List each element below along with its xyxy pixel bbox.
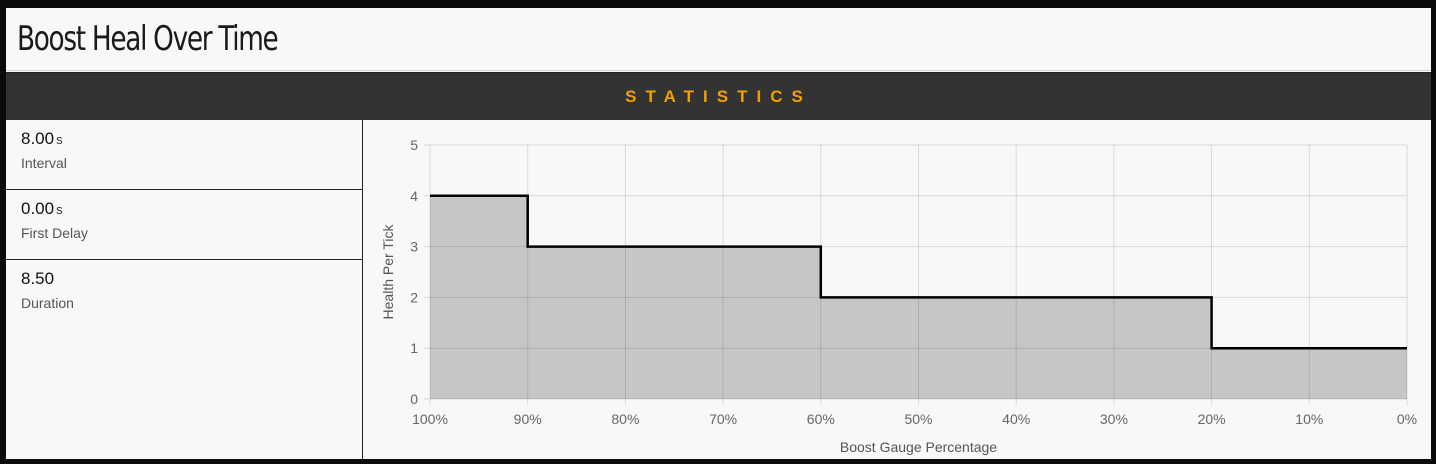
x-tick-label: 30% xyxy=(1100,411,1128,427)
x-axis-label: Boost Gauge Percentage xyxy=(840,439,997,455)
y-tick-label: 0 xyxy=(410,391,418,407)
x-tick-label: 60% xyxy=(807,411,835,427)
section-header: STATISTICS xyxy=(6,72,1431,121)
x-tick-label: 20% xyxy=(1198,411,1226,427)
heal-chart: 100% 90% 80% 70% 60% 50% 40% 30% 20% 10% 0% 0 1 2 3 4 5 B… xyxy=(380,137,1417,455)
y-tick-label: 5 xyxy=(410,137,418,153)
y-axis-label: Health Per Tick xyxy=(380,224,396,320)
title-bar: Boost Heal Over Time xyxy=(6,8,1431,71)
stat-unit: s xyxy=(56,202,63,217)
panel: Boost Heal Over Time STATISTICS 8.00 s In… xyxy=(6,8,1431,459)
stats-list: 8.00 s Interval 0.00 s First Delay 8.50 Du… xyxy=(6,120,363,459)
stat-label: Duration xyxy=(21,295,74,311)
stat-label: Interval xyxy=(21,155,67,171)
x-tick-label: 50% xyxy=(904,411,932,427)
x-tick-label: 10% xyxy=(1295,411,1323,427)
y-tick-label: 4 xyxy=(410,188,418,204)
stat-value: 8.00 xyxy=(21,129,55,148)
stat-interval: 8.00 s Interval xyxy=(6,120,362,190)
y-tick-label: 2 xyxy=(410,289,418,305)
x-tick-label: 0% xyxy=(1397,411,1417,427)
stat-label: First Delay xyxy=(21,225,88,241)
stat-first-delay: 0.00 s First Delay xyxy=(6,190,362,260)
section-title: STATISTICS xyxy=(625,86,812,106)
series-line xyxy=(430,194,1407,350)
x-tick-label: 100% xyxy=(412,411,448,427)
y-tick-label: 3 xyxy=(410,239,418,255)
stat-value: 0.00 xyxy=(21,199,55,218)
stat-value: 8.50 xyxy=(21,269,55,288)
x-tick-label: 90% xyxy=(514,411,542,427)
y-tick-label: 1 xyxy=(410,340,418,356)
stat-duration: 8.50 Duration xyxy=(6,260,362,330)
page-title: Boost Heal Over Time xyxy=(17,19,279,59)
chart-area: 100% 90% 80% 70% 60% 50% 40% 30% 20% 10% 0% 0 1 2 3 4 5 B… xyxy=(363,120,1431,459)
stat-unit: s xyxy=(56,132,63,147)
x-tick-label: 40% xyxy=(1002,411,1030,427)
x-tick-label: 80% xyxy=(611,411,639,427)
x-tick-label: 70% xyxy=(709,411,737,427)
